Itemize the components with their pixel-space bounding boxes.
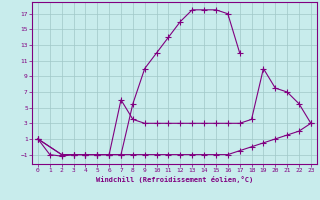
X-axis label: Windchill (Refroidissement éolien,°C): Windchill (Refroidissement éolien,°C) <box>96 176 253 183</box>
